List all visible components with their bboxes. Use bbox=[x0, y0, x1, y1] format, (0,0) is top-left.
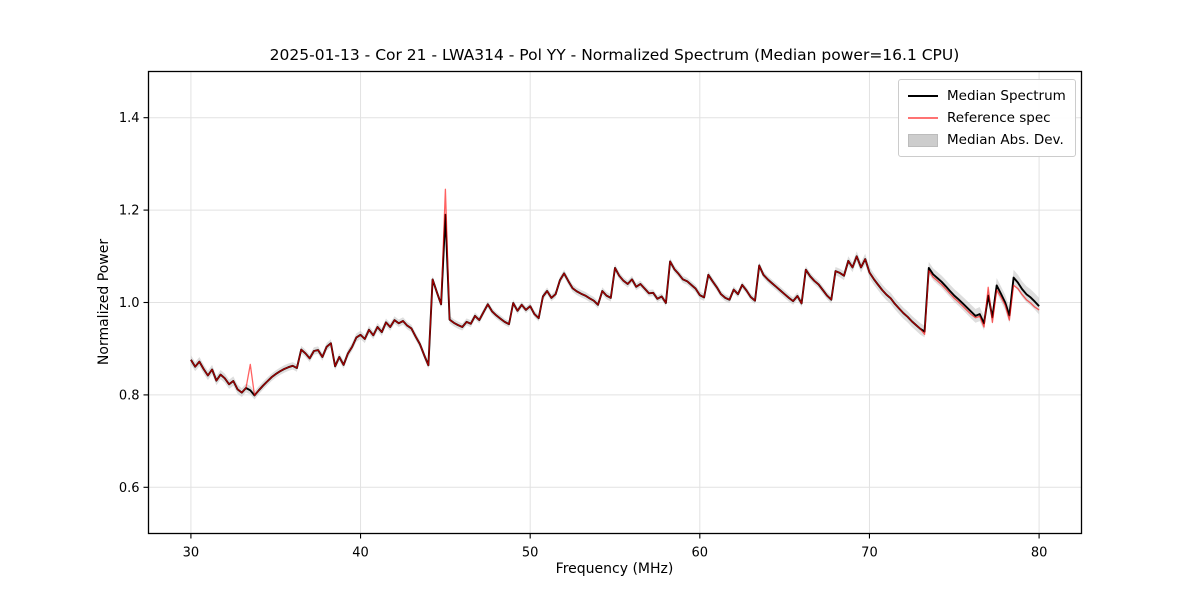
x-tick-label-40: 40 bbox=[352, 546, 369, 561]
legend-label-median: Median Spectrum bbox=[947, 88, 1066, 104]
legend-label-mad: Median Abs. Dev. bbox=[947, 132, 1064, 148]
x-tick-label-60: 60 bbox=[692, 546, 709, 561]
y-tick-label-1: 1.0 bbox=[119, 296, 140, 311]
x-tick-label-70: 70 bbox=[861, 546, 878, 561]
legend-patch-mad bbox=[908, 133, 938, 147]
legend-entry-mad: Median Abs. Dev. bbox=[908, 129, 1066, 151]
y-axis-label: Normalized Power bbox=[96, 238, 112, 366]
y-tick-label-1.4: 1.4 bbox=[119, 111, 140, 126]
x-tick-label-50: 50 bbox=[522, 546, 539, 561]
x-axis-label: Frequency (MHz) bbox=[555, 561, 674, 577]
median-spectrum-line bbox=[190, 213, 1040, 397]
x-tick-label-80: 80 bbox=[1031, 546, 1048, 561]
legend-line-median bbox=[908, 95, 938, 97]
y-tick-label-1.2: 1.2 bbox=[119, 204, 140, 219]
legend-label-reference: Reference spec bbox=[947, 110, 1051, 126]
reference-spec-line bbox=[190, 188, 1040, 397]
legend-entry-median: Median Spectrum bbox=[908, 85, 1066, 107]
x-tick-label-30: 30 bbox=[183, 546, 200, 561]
y-tick-label-0.6: 0.6 bbox=[119, 481, 140, 496]
y-tick-label-0.8: 0.8 bbox=[119, 388, 140, 403]
chart-title: 2025-01-13 - Cor 21 - LWA314 - Pol YY - … bbox=[269, 46, 960, 64]
legend-entry-reference: Reference spec bbox=[908, 107, 1066, 129]
legend-line-reference bbox=[908, 117, 938, 119]
legend: Median Spectrum Reference spec Median Ab… bbox=[898, 79, 1076, 157]
mad-band bbox=[190, 211, 1040, 400]
